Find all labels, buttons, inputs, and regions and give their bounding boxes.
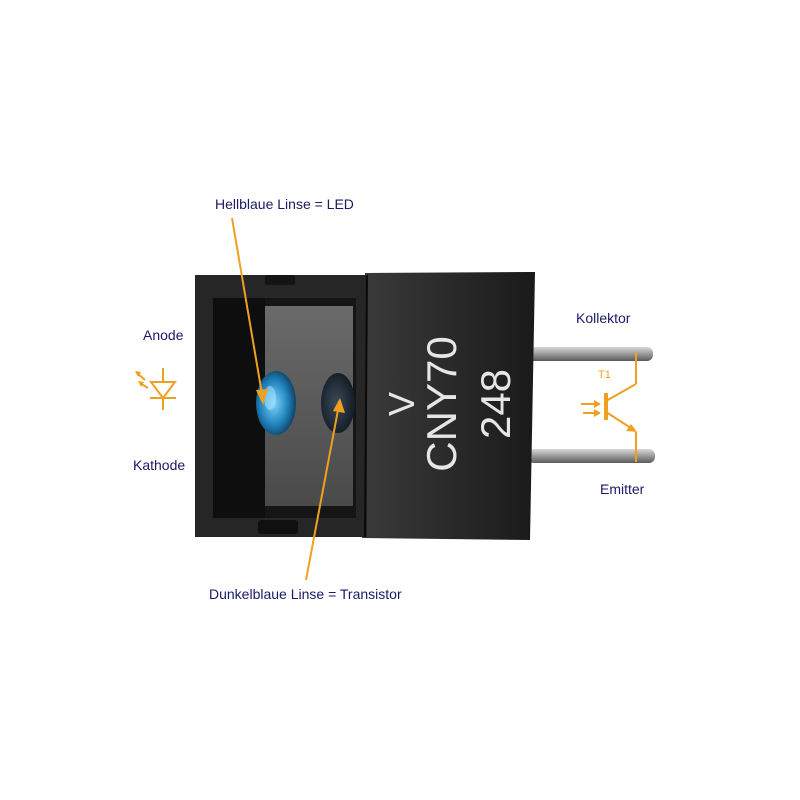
divider-line bbox=[364, 274, 368, 538]
component-pins bbox=[528, 347, 655, 463]
marking-part-number: CNY70 bbox=[418, 336, 465, 471]
bottom-tab bbox=[258, 520, 298, 534]
led-lens-label: Hellblaue Linse = LED bbox=[215, 196, 354, 212]
led-arrow-line bbox=[231, 217, 263, 395]
phototransistor-symbol bbox=[581, 352, 637, 462]
anode-label: Anode bbox=[143, 327, 184, 343]
kollektor-label: Kollektor bbox=[576, 310, 631, 326]
led-lens bbox=[256, 371, 296, 435]
led-arrow-head bbox=[256, 389, 268, 405]
top-tab bbox=[265, 275, 295, 285]
led-symbol bbox=[135, 368, 177, 410]
marking-v: V bbox=[381, 392, 422, 416]
body-side bbox=[362, 272, 535, 540]
kathode-label: Kathode bbox=[133, 457, 186, 473]
annotation-arrows bbox=[231, 217, 345, 581]
emitter-pin bbox=[528, 449, 655, 463]
collector-pin bbox=[528, 347, 653, 361]
transistor-reference-label: T1 bbox=[598, 369, 611, 381]
cny70-component: V CNY70 248 bbox=[195, 272, 535, 540]
marking-date-code: 248 bbox=[472, 369, 519, 439]
transistor-arrow-line bbox=[305, 409, 339, 581]
emitter-label: Emitter bbox=[600, 481, 645, 497]
transistor-lens-label: Dunkelblaue Linse = Transistor bbox=[209, 586, 402, 602]
transistor-arrow-head bbox=[333, 398, 345, 413]
